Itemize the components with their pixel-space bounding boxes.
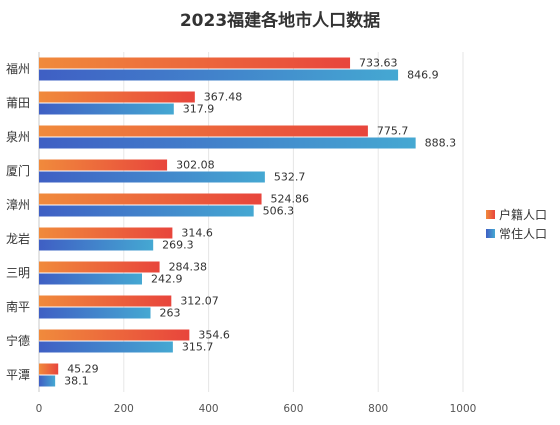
bar-household bbox=[39, 57, 351, 69]
value-label: 532.7 bbox=[274, 171, 306, 184]
legend-label: 户籍人口 bbox=[499, 207, 547, 222]
value-label: 315.7 bbox=[182, 341, 214, 354]
value-label: 284.38 bbox=[169, 261, 208, 274]
bar-household bbox=[39, 329, 190, 341]
category-label: 平潭 bbox=[6, 368, 30, 382]
x-tick-label: 600 bbox=[283, 403, 303, 415]
category-label: 宁德 bbox=[6, 333, 30, 348]
category-label: 龙岩 bbox=[6, 231, 30, 246]
bars bbox=[39, 57, 416, 387]
bar-resident bbox=[39, 341, 173, 353]
bar-household bbox=[39, 125, 368, 137]
category-label: 泉州 bbox=[6, 130, 30, 144]
category-label: 漳州 bbox=[6, 197, 30, 212]
x-tick-label: 400 bbox=[199, 403, 219, 415]
value-label: 269.3 bbox=[162, 239, 194, 252]
x-tick-label: 200 bbox=[114, 403, 134, 415]
category-label: 福州 bbox=[6, 61, 30, 76]
bar-household bbox=[39, 91, 195, 103]
bar-resident bbox=[39, 375, 56, 387]
gridlines bbox=[38, 52, 464, 392]
bar-resident bbox=[39, 205, 254, 217]
bar-household bbox=[39, 227, 173, 239]
category-label: 三明 bbox=[6, 266, 30, 280]
value-label: 888.3 bbox=[425, 137, 457, 150]
category-label: 莆田 bbox=[6, 96, 30, 110]
bar-household bbox=[39, 295, 172, 307]
bar-household bbox=[39, 159, 168, 171]
bar-resident bbox=[39, 69, 399, 81]
value-label: 317.9 bbox=[183, 103, 215, 116]
bar-household bbox=[39, 363, 59, 375]
x-tick-label: 0 bbox=[36, 403, 43, 415]
value-label: 45.29 bbox=[67, 363, 99, 376]
category-label: 南平 bbox=[6, 299, 30, 314]
value-label: 506.3 bbox=[263, 205, 295, 218]
bar-resident bbox=[39, 273, 142, 285]
value-label: 302.08 bbox=[176, 159, 215, 172]
chart-title: 2023福建各地市人口数据 bbox=[180, 10, 380, 31]
value-label: 846.9 bbox=[407, 69, 439, 82]
value-label: 775.7 bbox=[377, 125, 409, 138]
value-label: 733.63 bbox=[359, 57, 398, 70]
value-label: 314.6 bbox=[181, 227, 213, 240]
value-label: 263 bbox=[160, 307, 181, 320]
category-label: 厦门 bbox=[6, 163, 30, 178]
value-label: 242.9 bbox=[151, 273, 183, 286]
value-label: 312.07 bbox=[180, 295, 219, 308]
legend-label: 常住人口 bbox=[499, 227, 547, 241]
value-label: 354.6 bbox=[198, 329, 230, 342]
bar-household bbox=[39, 193, 262, 205]
value-label: 367.48 bbox=[204, 91, 243, 104]
legend-swatch bbox=[486, 210, 495, 219]
bar-resident bbox=[39, 307, 151, 319]
bar-resident bbox=[39, 137, 416, 149]
value-label: 524.86 bbox=[271, 193, 310, 206]
bar-resident bbox=[39, 103, 174, 115]
x-tick-label: 800 bbox=[368, 403, 388, 415]
bar-household bbox=[39, 261, 160, 273]
value-label: 38.1 bbox=[64, 375, 89, 388]
legend-swatch bbox=[486, 229, 495, 238]
bar-resident bbox=[39, 239, 154, 251]
x-tick-label: 1000 bbox=[450, 403, 477, 415]
bar-resident bbox=[39, 171, 265, 183]
